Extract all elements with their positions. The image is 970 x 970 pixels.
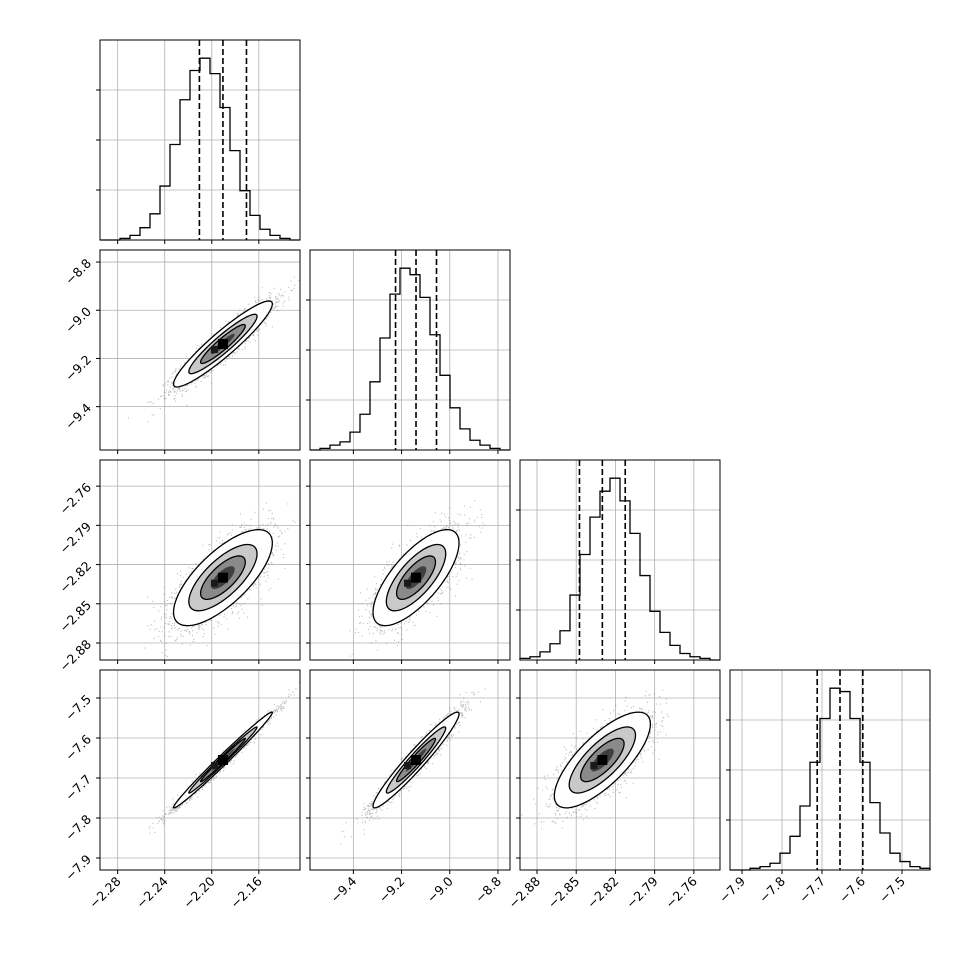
panel-frame <box>99 459 301 661</box>
panel-frame <box>99 39 301 241</box>
histogram-step-3 <box>730 687 931 871</box>
x-tick-label: −9.4 <box>327 873 359 905</box>
x-tick-label: −2.24 <box>133 873 171 911</box>
density-cell <box>590 762 598 769</box>
x-tick-label: −7.8 <box>756 873 788 905</box>
y-tick-label: −7.8 <box>62 811 94 843</box>
panel-background <box>100 670 300 870</box>
histogram-panel-1 <box>306 249 511 454</box>
y-tick-label: −7.5 <box>62 692 94 724</box>
density-peak <box>217 755 228 765</box>
histogram-step-1 <box>310 267 510 451</box>
histogram-panel-3 <box>726 669 931 874</box>
x-tick-label: −7.5 <box>876 874 908 906</box>
panel-frame <box>519 669 721 871</box>
density-cell <box>210 579 218 587</box>
panel-frame <box>519 459 721 661</box>
density-cell <box>210 345 218 353</box>
histogram-panel-0 <box>96 39 301 244</box>
x-tick-label: −7.9 <box>716 873 748 905</box>
scatter-panel-1-0 <box>96 249 301 454</box>
density-peak <box>411 572 422 583</box>
density-peak <box>597 755 608 765</box>
x-tick-label: −9.2 <box>376 874 408 906</box>
panel-frame <box>99 249 301 451</box>
panel-frame <box>99 669 301 871</box>
histogram-panel-2 <box>516 459 721 664</box>
panel-frame <box>309 669 511 871</box>
panel-contents <box>349 500 485 657</box>
x-tick-label: −2.85 <box>545 874 583 912</box>
panel-contents <box>144 502 300 658</box>
density-cell <box>404 762 412 769</box>
y-tick-label: −2.82 <box>56 558 94 596</box>
density-peak <box>217 572 228 583</box>
panel-frame <box>309 249 511 451</box>
y-tick-label: −7.7 <box>62 772 94 804</box>
x-tick-label: −2.16 <box>227 873 265 911</box>
panel-contents <box>148 681 300 834</box>
panel-contents <box>340 688 486 845</box>
y-tick-label: −2.85 <box>56 597 94 635</box>
x-tick-label: −8.8 <box>472 873 504 905</box>
scatter-panel-2-1 <box>306 459 511 664</box>
y-tick-label: −2.76 <box>56 480 94 518</box>
y-tick-label: −2.79 <box>56 519 94 557</box>
y-tick-label: −7.9 <box>62 851 94 883</box>
scatter-panel-2-0 <box>96 459 301 664</box>
x-tick-label: −7.6 <box>836 873 868 905</box>
x-tick-label: −2.82 <box>584 874 622 912</box>
x-tick-label: −2.28 <box>86 873 124 911</box>
scatter-panel-3-0 <box>96 669 301 874</box>
scatter-panel-3-1 <box>306 669 511 874</box>
y-tick-label: −8.8 <box>62 256 94 288</box>
panel-frame <box>309 459 511 661</box>
y-tick-label: −9.2 <box>62 352 94 384</box>
y-tick-label: −9.4 <box>62 400 94 432</box>
x-tick-label: −9.0 <box>424 873 456 905</box>
density-cell <box>404 579 412 587</box>
panel-background <box>100 460 300 660</box>
density-peak <box>411 755 422 765</box>
histogram-step-2 <box>519 477 720 661</box>
x-tick-label: −7.7 <box>796 874 828 906</box>
x-tick-label: −2.88 <box>505 873 543 911</box>
x-tick-label: −2.20 <box>180 873 218 911</box>
scatter-panel-3-2 <box>516 669 721 874</box>
y-tick-label: −7.6 <box>62 731 94 763</box>
x-tick-label: −2.79 <box>623 873 661 911</box>
panel-contents <box>127 276 300 423</box>
y-tick-label: −2.88 <box>56 636 94 674</box>
density-cell <box>210 762 218 769</box>
density-peak <box>217 338 228 349</box>
x-tick-label: −2.76 <box>662 873 700 911</box>
panel-frame <box>729 669 931 871</box>
y-tick-label: −9.0 <box>62 304 94 336</box>
panel-contents <box>521 689 670 830</box>
